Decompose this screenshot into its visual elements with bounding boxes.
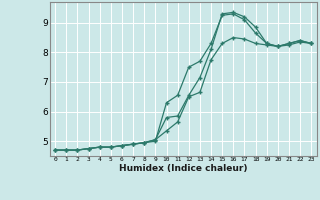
X-axis label: Humidex (Indice chaleur): Humidex (Indice chaleur) — [119, 164, 247, 173]
